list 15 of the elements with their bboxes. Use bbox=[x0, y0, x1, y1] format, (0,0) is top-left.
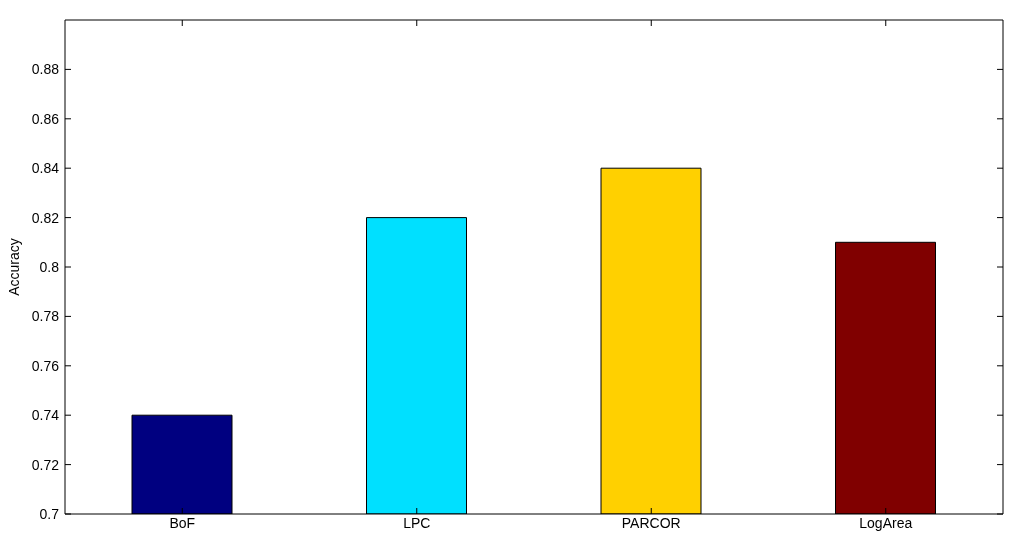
y-tick-label: 0.88 bbox=[31, 61, 60, 78]
y-axis-title: Accuracy bbox=[5, 238, 22, 296]
y-tick-label: 0.86 bbox=[31, 110, 60, 127]
x-tick-label: BoF bbox=[169, 514, 196, 531]
y-tick-label: 0.74 bbox=[31, 407, 60, 424]
y-tick-label: 0.72 bbox=[31, 456, 60, 473]
x-tick-label: PARCOR bbox=[621, 514, 681, 531]
x-tick-label: LPC bbox=[403, 514, 431, 531]
y-tick-label: 0.8 bbox=[39, 258, 60, 275]
y-tick-label: 0.82 bbox=[31, 209, 60, 226]
y-tick-label: 0.7 bbox=[39, 505, 60, 522]
x-tick-label: LogArea bbox=[859, 514, 913, 531]
y-tick-label: 0.76 bbox=[31, 357, 60, 374]
y-tick-label: 0.78 bbox=[31, 308, 60, 325]
y-tick-label: 0.84 bbox=[31, 160, 60, 177]
